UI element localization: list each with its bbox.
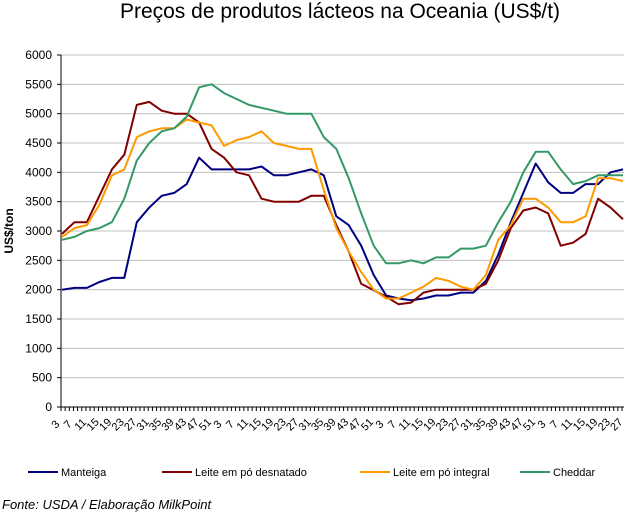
legend-label: Leite em pó integral (393, 467, 490, 479)
y-axis-label: US$/ton (2, 208, 16, 253)
series-lines (61, 83, 624, 306)
legend-label: Manteiga (61, 467, 107, 479)
y-tick-label: 3000 (25, 224, 52, 238)
y-tick-label: 1000 (25, 341, 52, 355)
y-tick-label: 2500 (25, 253, 52, 267)
legend-item: Manteiga (28, 467, 107, 479)
legend-label: Cheddar (553, 467, 596, 479)
legend-item: Cheddar (520, 467, 596, 479)
y-tick-label: 1500 (25, 312, 52, 326)
y-tick-label: 4000 (25, 165, 52, 179)
y-tick-label: 0 (45, 400, 52, 414)
legend-item: Leite em pó desnatado (162, 467, 307, 479)
series-line-manteiga (61, 156, 624, 302)
x-tick-label: 3 (49, 418, 62, 431)
gridlines (61, 54, 624, 379)
legend-label: Leite em pó desnatado (195, 467, 307, 479)
x-tick-label: 51 (521, 416, 538, 433)
y-tick-label: 2000 (25, 283, 52, 297)
y-tick-label: 500 (32, 371, 52, 385)
source-note: Fonte: USDA / Elaboração MilkPoint (2, 497, 212, 512)
x-tick-label: 51 (197, 416, 214, 433)
series-line-leite-em-p-integral (61, 118, 624, 300)
y-tick-label: 5500 (25, 77, 52, 91)
chart-title: Preços de produtos lácteos na Oceania (U… (119, 0, 561, 23)
y-tick-label: 3500 (25, 195, 52, 209)
y-tick-label: 5000 (25, 107, 52, 121)
y-tick-label: 6000 (25, 48, 52, 62)
x-tick-label: 3 (212, 418, 225, 431)
legend-item: Leite em pó integral (360, 467, 490, 479)
y-tick-label: 4500 (25, 136, 52, 150)
y-axis-ticks: 0 500 1000 1500 2000 2500 3000 3500 4000 4500 5000… (25, 48, 61, 414)
x-tick-label: 27 (608, 416, 624, 433)
x-tick-label: 51 (359, 416, 376, 433)
x-tick-label: 3 (536, 418, 549, 431)
series-line-cheddar (61, 83, 623, 265)
legend: Manteiga Leite em pó desnatado Leite em pó… (28, 467, 596, 479)
x-tick-label: 3 (374, 418, 387, 431)
